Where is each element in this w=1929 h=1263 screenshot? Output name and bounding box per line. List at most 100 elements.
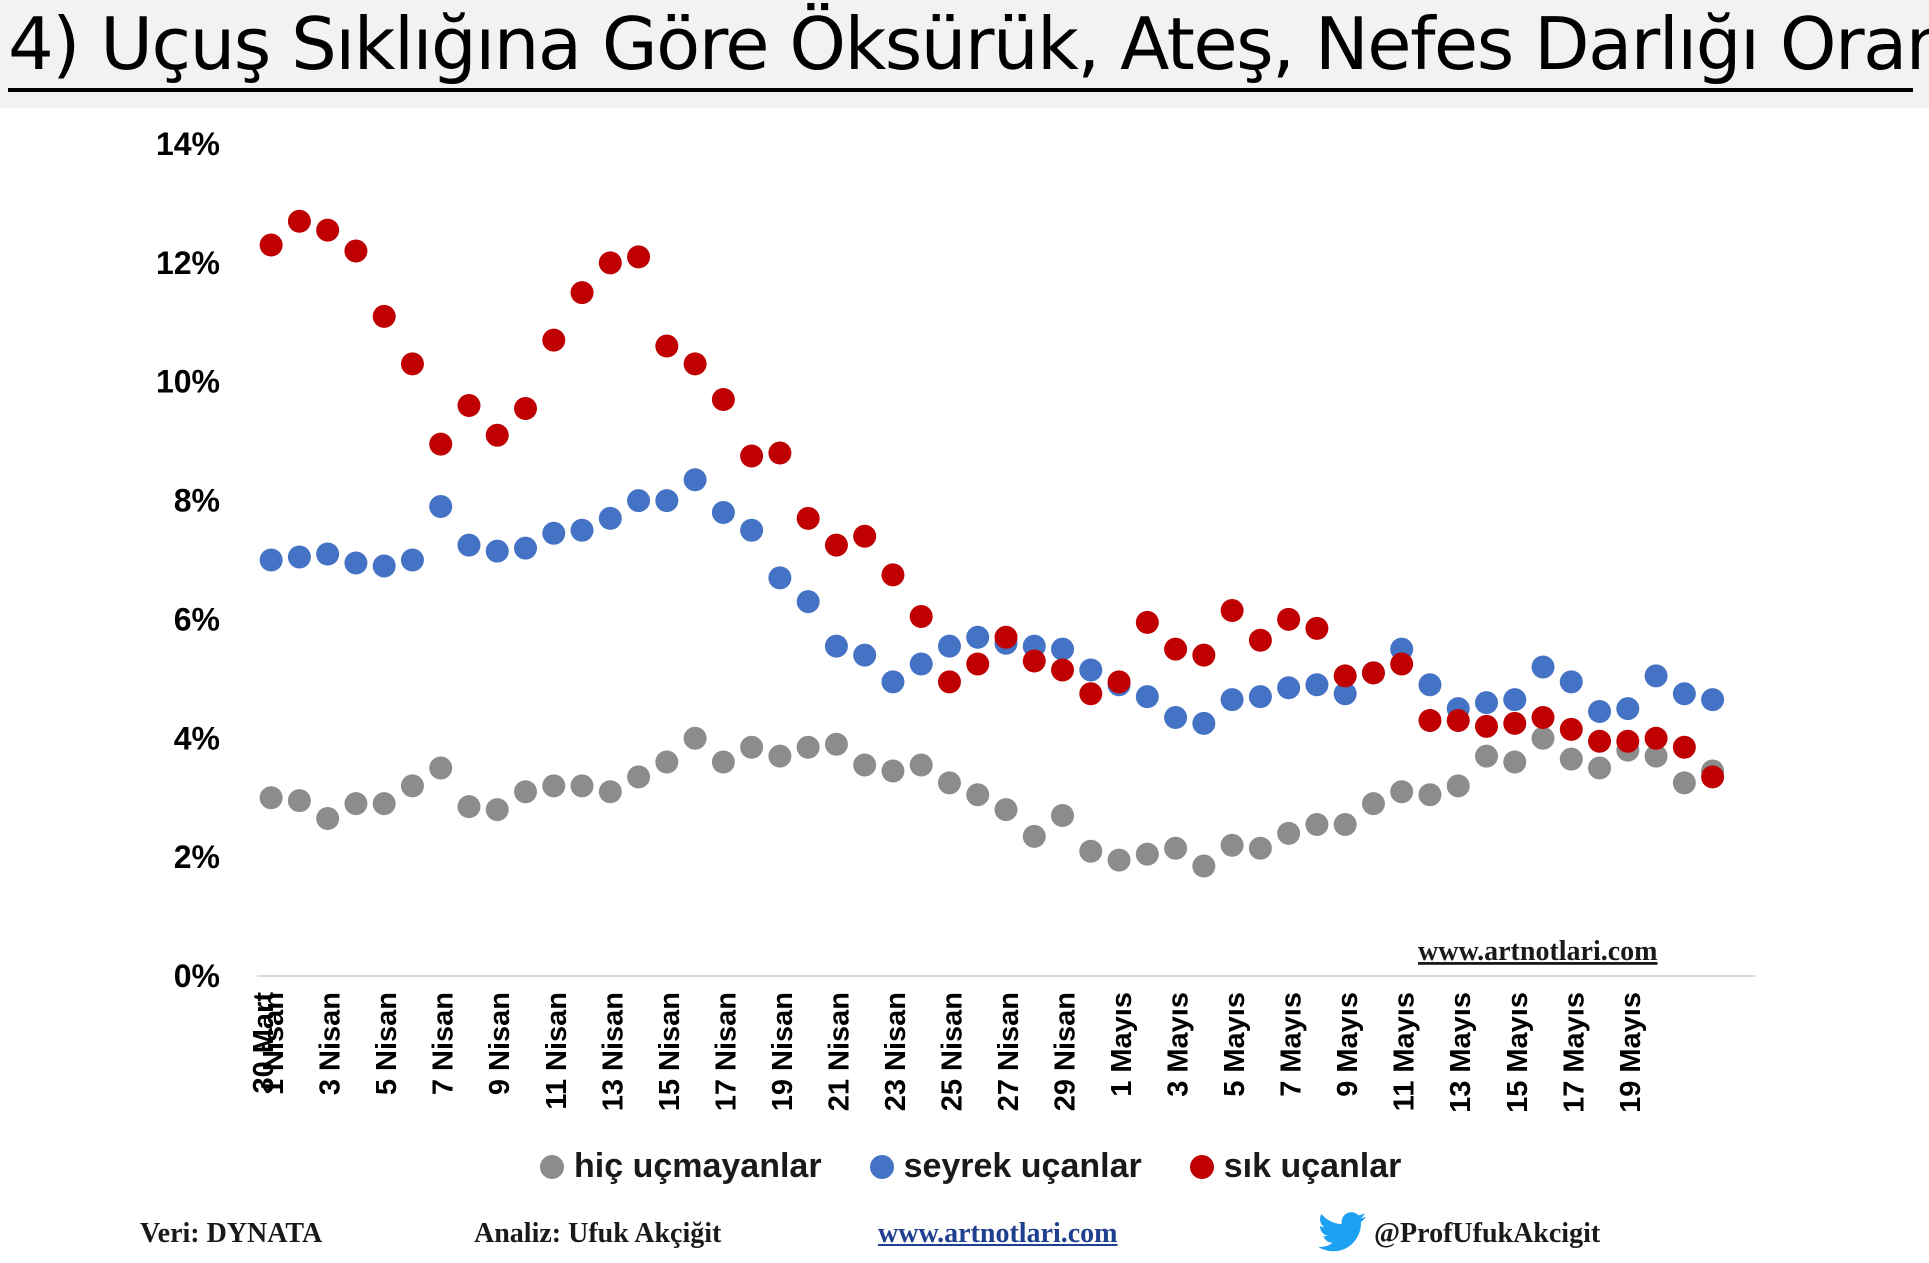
- data-point-series-2: [824, 533, 848, 557]
- x-tick-label: 9 Nisan: [484, 992, 516, 1095]
- data-point-series-1: [1644, 664, 1668, 688]
- data-point-series-2: [287, 209, 311, 233]
- data-point-series-2: [457, 393, 481, 417]
- data-point-series-0: [1531, 726, 1555, 750]
- data-point-series-2: [1022, 649, 1046, 673]
- footer-twitter-handle: @ProfUfukAkcigit: [1374, 1218, 1601, 1249]
- data-point-series-1: [966, 625, 990, 649]
- data-point-series-0: [1079, 839, 1103, 863]
- data-point-series-2: [1616, 729, 1640, 753]
- data-point-series-0: [655, 750, 679, 774]
- y-tick-label: 12%: [156, 245, 220, 281]
- data-point-series-0: [909, 753, 933, 777]
- data-point-series-2: [768, 441, 792, 465]
- data-point-series-0: [429, 756, 453, 780]
- data-point-series-1: [1418, 673, 1442, 697]
- data-point-series-1: [598, 506, 622, 530]
- data-point-series-2: [1588, 729, 1612, 753]
- data-point-series-0: [1446, 774, 1470, 798]
- data-point-series-1: [711, 500, 735, 524]
- data-point-series-1: [1531, 655, 1555, 679]
- data-point-series-2: [1701, 765, 1725, 789]
- x-tick-label: 15 Mayıs: [1502, 992, 1534, 1113]
- data-point-series-2: [1559, 717, 1583, 741]
- data-point-series-2: [1135, 610, 1159, 634]
- x-tick-label: 13 Nisan: [597, 992, 629, 1111]
- data-point-series-1: [542, 521, 566, 545]
- footer-website-link[interactable]: www.artnotlari.com: [878, 1218, 1118, 1249]
- data-point-series-2: [1248, 628, 1272, 652]
- data-point-series-2: [1418, 708, 1442, 732]
- data-point-series-0: [824, 732, 848, 756]
- data-point-series-2: [966, 652, 990, 676]
- data-point-series-0: [485, 798, 509, 822]
- x-tick-label: 21 Nisan: [823, 992, 855, 1111]
- twitter-icon[interactable]: [1318, 1212, 1366, 1252]
- x-tick-label: 23 Nisan: [880, 992, 912, 1111]
- chart-watermark: www.artnotlari.com: [1418, 936, 1658, 967]
- data-point-series-1: [1559, 670, 1583, 694]
- y-tick-label: 10%: [156, 364, 220, 400]
- data-point-series-0: [1248, 836, 1272, 860]
- x-tick-label: 11 Mayıs: [1389, 992, 1421, 1111]
- data-point-series-0: [259, 786, 283, 810]
- data-point-series-1: [485, 539, 509, 563]
- data-point-series-2: [1474, 714, 1498, 738]
- data-point-series-2: [994, 625, 1018, 649]
- data-point-series-2: [1503, 711, 1527, 735]
- data-point-series-0: [937, 771, 961, 795]
- data-point-series-1: [1474, 691, 1498, 715]
- data-point-series-1: [457, 533, 481, 557]
- x-tick-label: 3 Nisan: [315, 992, 347, 1095]
- x-tick-label: 11 Nisan: [541, 992, 573, 1110]
- x-tick-label: 7 Mayıs: [1276, 992, 1308, 1097]
- x-tick-label: 7 Nisan: [428, 992, 460, 1095]
- legend-marker-blue: [869, 1154, 894, 1179]
- data-point-series-2: [1305, 616, 1329, 640]
- data-point-series-0: [542, 774, 566, 798]
- data-point-series-1: [1220, 688, 1244, 712]
- data-point-series-2: [1333, 664, 1357, 688]
- data-point-series-0: [287, 789, 311, 813]
- data-point-series-0: [570, 774, 594, 798]
- data-point-series-1: [1333, 682, 1357, 706]
- data-point-series-1: [1192, 711, 1216, 735]
- data-point-series-1: [1277, 676, 1301, 700]
- data-point-series-2: [909, 604, 933, 628]
- footer-analysis: Analiz: Ufuk Akçiğit: [474, 1218, 722, 1249]
- legend-item-seyrek-ucanlar: seyrek uçanlar: [869, 1147, 1142, 1186]
- data-point-series-1: [1701, 688, 1725, 712]
- data-point-series-0: [1333, 812, 1357, 836]
- data-point-series-1: [627, 489, 651, 513]
- data-point-series-2: [259, 233, 283, 257]
- data-point-series-2: [429, 432, 453, 456]
- data-point-series-1: [1588, 700, 1612, 724]
- data-point-series-2: [1361, 661, 1385, 685]
- data-point-series-0: [1559, 747, 1583, 771]
- data-point-series-1: [655, 489, 679, 513]
- data-point-series-1: [909, 652, 933, 676]
- data-point-series-0: [853, 753, 877, 777]
- data-point-series-1: [1616, 697, 1640, 721]
- data-point-series-0: [1644, 744, 1668, 768]
- data-point-series-0: [1474, 744, 1498, 768]
- data-point-series-1: [259, 548, 283, 572]
- data-point-series-0: [966, 783, 990, 807]
- data-point-series-1: [1051, 637, 1075, 661]
- data-point-series-1: [1672, 682, 1696, 706]
- data-point-series-2: [400, 352, 424, 376]
- data-point-series-0: [627, 765, 651, 789]
- x-tick-label: 25 Nisan: [936, 992, 968, 1111]
- data-point-series-2: [881, 563, 905, 587]
- data-points: [259, 209, 1725, 878]
- data-point-series-2: [598, 251, 622, 275]
- x-tick-label: 13 Mayıs: [1445, 992, 1477, 1113]
- y-tick-label: 8%: [174, 483, 220, 519]
- x-tick-label: 17 Nisan: [710, 992, 742, 1111]
- data-point-series-1: [937, 634, 961, 658]
- data-point-series-1: [1503, 688, 1527, 712]
- y-tick-label: 6%: [174, 601, 220, 637]
- data-point-series-0: [1107, 848, 1131, 872]
